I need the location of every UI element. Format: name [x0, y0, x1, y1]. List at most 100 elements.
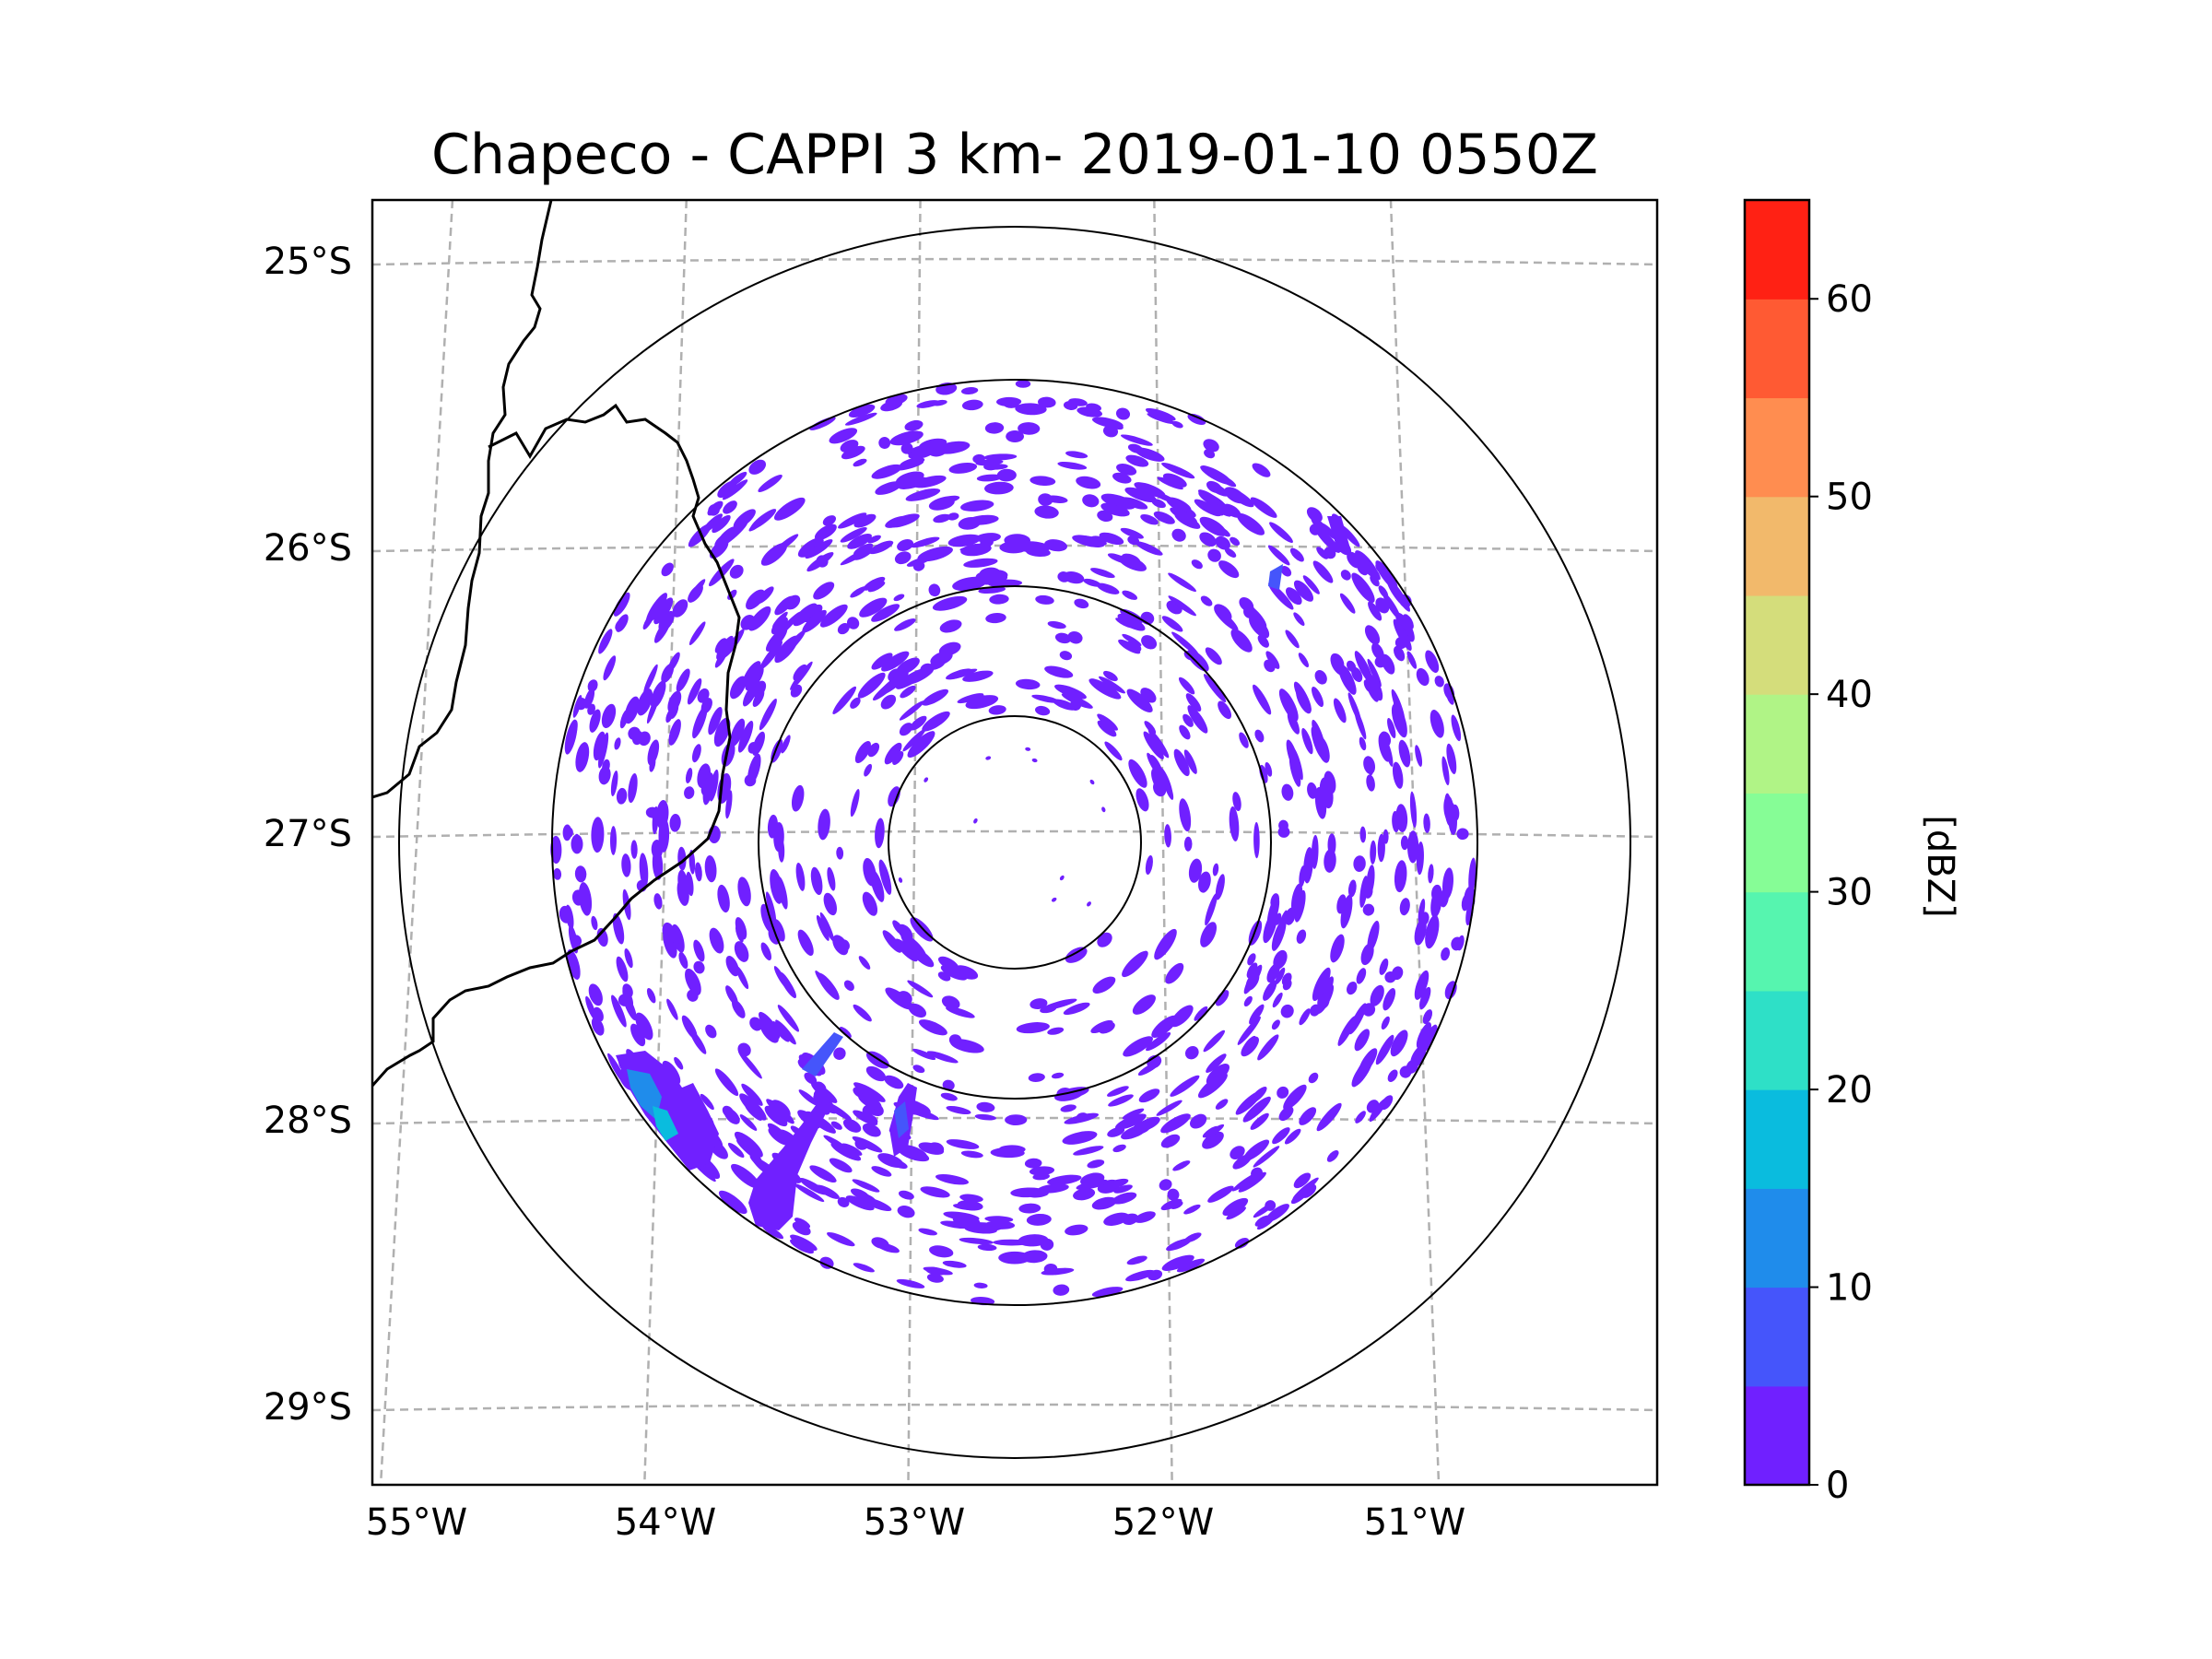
echo-speckle: [907, 980, 934, 998]
echo-speckle: [1135, 541, 1163, 556]
echo-speckle: [946, 1105, 971, 1115]
echo-speckle: [1126, 1255, 1147, 1265]
echo-speckle: [1456, 935, 1465, 951]
echo-speckle: [677, 878, 689, 906]
echo-speckle: [1392, 810, 1400, 833]
echo-speckle: [747, 741, 758, 754]
echo-speckle: [1272, 1127, 1290, 1145]
colorbar-frame: [1743, 198, 1811, 1487]
echo-speckle: [559, 905, 572, 924]
echo-speckle: [1123, 1036, 1153, 1057]
echo-speckle: [611, 994, 627, 1028]
echo-speckle: [929, 1245, 954, 1258]
echo-speckle: [1178, 506, 1196, 518]
echo-speckle: [1443, 795, 1454, 823]
echo-speckle: [646, 688, 662, 724]
echo-speckle: [947, 512, 959, 521]
echo-speckle: [735, 924, 744, 943]
echo-speckle: [1097, 932, 1112, 947]
echo-speckle: [1253, 1203, 1275, 1218]
echo-speckle: [1159, 767, 1173, 795]
echo-speckle: [610, 770, 618, 797]
echo-speckle: [1113, 499, 1130, 509]
echo-speckle: [775, 611, 802, 639]
echo-speckle: [884, 1075, 904, 1089]
convective-cell: [653, 1106, 678, 1141]
echo-speckle: [693, 939, 705, 962]
echo-speckle: [1375, 563, 1384, 573]
echo-speckle: [996, 468, 1017, 482]
echo-speckle: [676, 668, 690, 692]
echo-speckle: [1406, 651, 1418, 669]
echo-speckle: [781, 629, 806, 658]
echo-speckle: [1354, 708, 1367, 740]
echo-speckle: [725, 790, 733, 819]
echo-speckle: [1080, 1172, 1105, 1187]
echo-speckle: [875, 481, 902, 495]
echo-speckle: [1059, 651, 1073, 661]
echo-speckle: [667, 690, 682, 713]
echo-speckle: [857, 672, 886, 699]
echo-speckle: [984, 1220, 1016, 1230]
echo-speckle: [746, 589, 765, 610]
echo-speckle: [853, 543, 874, 557]
echo-speckle: [1308, 1072, 1319, 1084]
echo-speckle: [1366, 774, 1375, 792]
graticule: [372, 200, 1657, 1485]
echo-speckle: [1035, 594, 1054, 605]
echo-speckle: [1015, 678, 1041, 690]
echo-speckle: [793, 603, 818, 627]
echo-speckle: [1147, 1054, 1162, 1069]
echo-speckle: [1057, 461, 1088, 470]
echo-speckle: [1288, 754, 1301, 787]
echo-speckle: [1183, 836, 1193, 852]
echo-speckle: [591, 817, 605, 853]
echo-speckle: [1441, 947, 1451, 961]
echo-speckle: [1191, 559, 1203, 570]
echo-speckle: [1060, 1104, 1077, 1112]
echo-speckle: [841, 445, 865, 460]
echo-speckle: [1282, 784, 1292, 798]
echo-speckle: [818, 972, 840, 1000]
echo-speckle: [1047, 620, 1066, 629]
echo-speckle: [1254, 1215, 1270, 1227]
echo-speckle: [1416, 1022, 1431, 1049]
echo-speckle: [1187, 413, 1206, 425]
echo-speckle: [1151, 1015, 1178, 1039]
echo-speckle: [1214, 607, 1239, 631]
echo-speckle: [897, 991, 912, 1006]
echo-speckle: [790, 661, 813, 690]
echo-speckle: [1253, 821, 1260, 859]
echo-speckle: [1197, 489, 1218, 502]
echo-speckle: [1347, 551, 1362, 569]
echo-speckle: [615, 619, 623, 630]
echo-speckle: [942, 1079, 955, 1091]
echo-speckle: [1041, 998, 1077, 1011]
echo-speckle: [764, 1105, 788, 1127]
echo-speckle: [1025, 747, 1031, 751]
echo-speckle: [1171, 420, 1183, 429]
echo-speckle: [1307, 782, 1318, 799]
echo-speckle: [1179, 724, 1191, 740]
echo-speckle: [1203, 439, 1219, 453]
echo-speckle: [1301, 727, 1313, 755]
echo-speckle: [1120, 434, 1153, 446]
colorbar-tick-label: 10: [1826, 1267, 1873, 1310]
echo-speckle: [704, 854, 717, 883]
echo-speckle: [1423, 813, 1430, 833]
echo-speckle: [833, 1047, 846, 1060]
echo-speckle: [986, 464, 1008, 470]
echo-speckle: [959, 1237, 994, 1245]
echo-speckle: [1223, 503, 1241, 518]
echo-speckle: [1107, 1086, 1129, 1097]
echo-speckle: [693, 960, 705, 974]
colorbar-segment: [1745, 990, 1809, 1090]
echo-speckle: [1316, 547, 1329, 559]
echo-speckle: [1074, 598, 1089, 609]
echo-speckle: [884, 742, 902, 765]
echo-speckle: [621, 853, 631, 877]
echo-speckle: [771, 1021, 790, 1042]
echo-speckle: [1299, 1008, 1311, 1026]
echo-speckle: [1267, 545, 1290, 566]
echo-speckle: [907, 731, 935, 759]
